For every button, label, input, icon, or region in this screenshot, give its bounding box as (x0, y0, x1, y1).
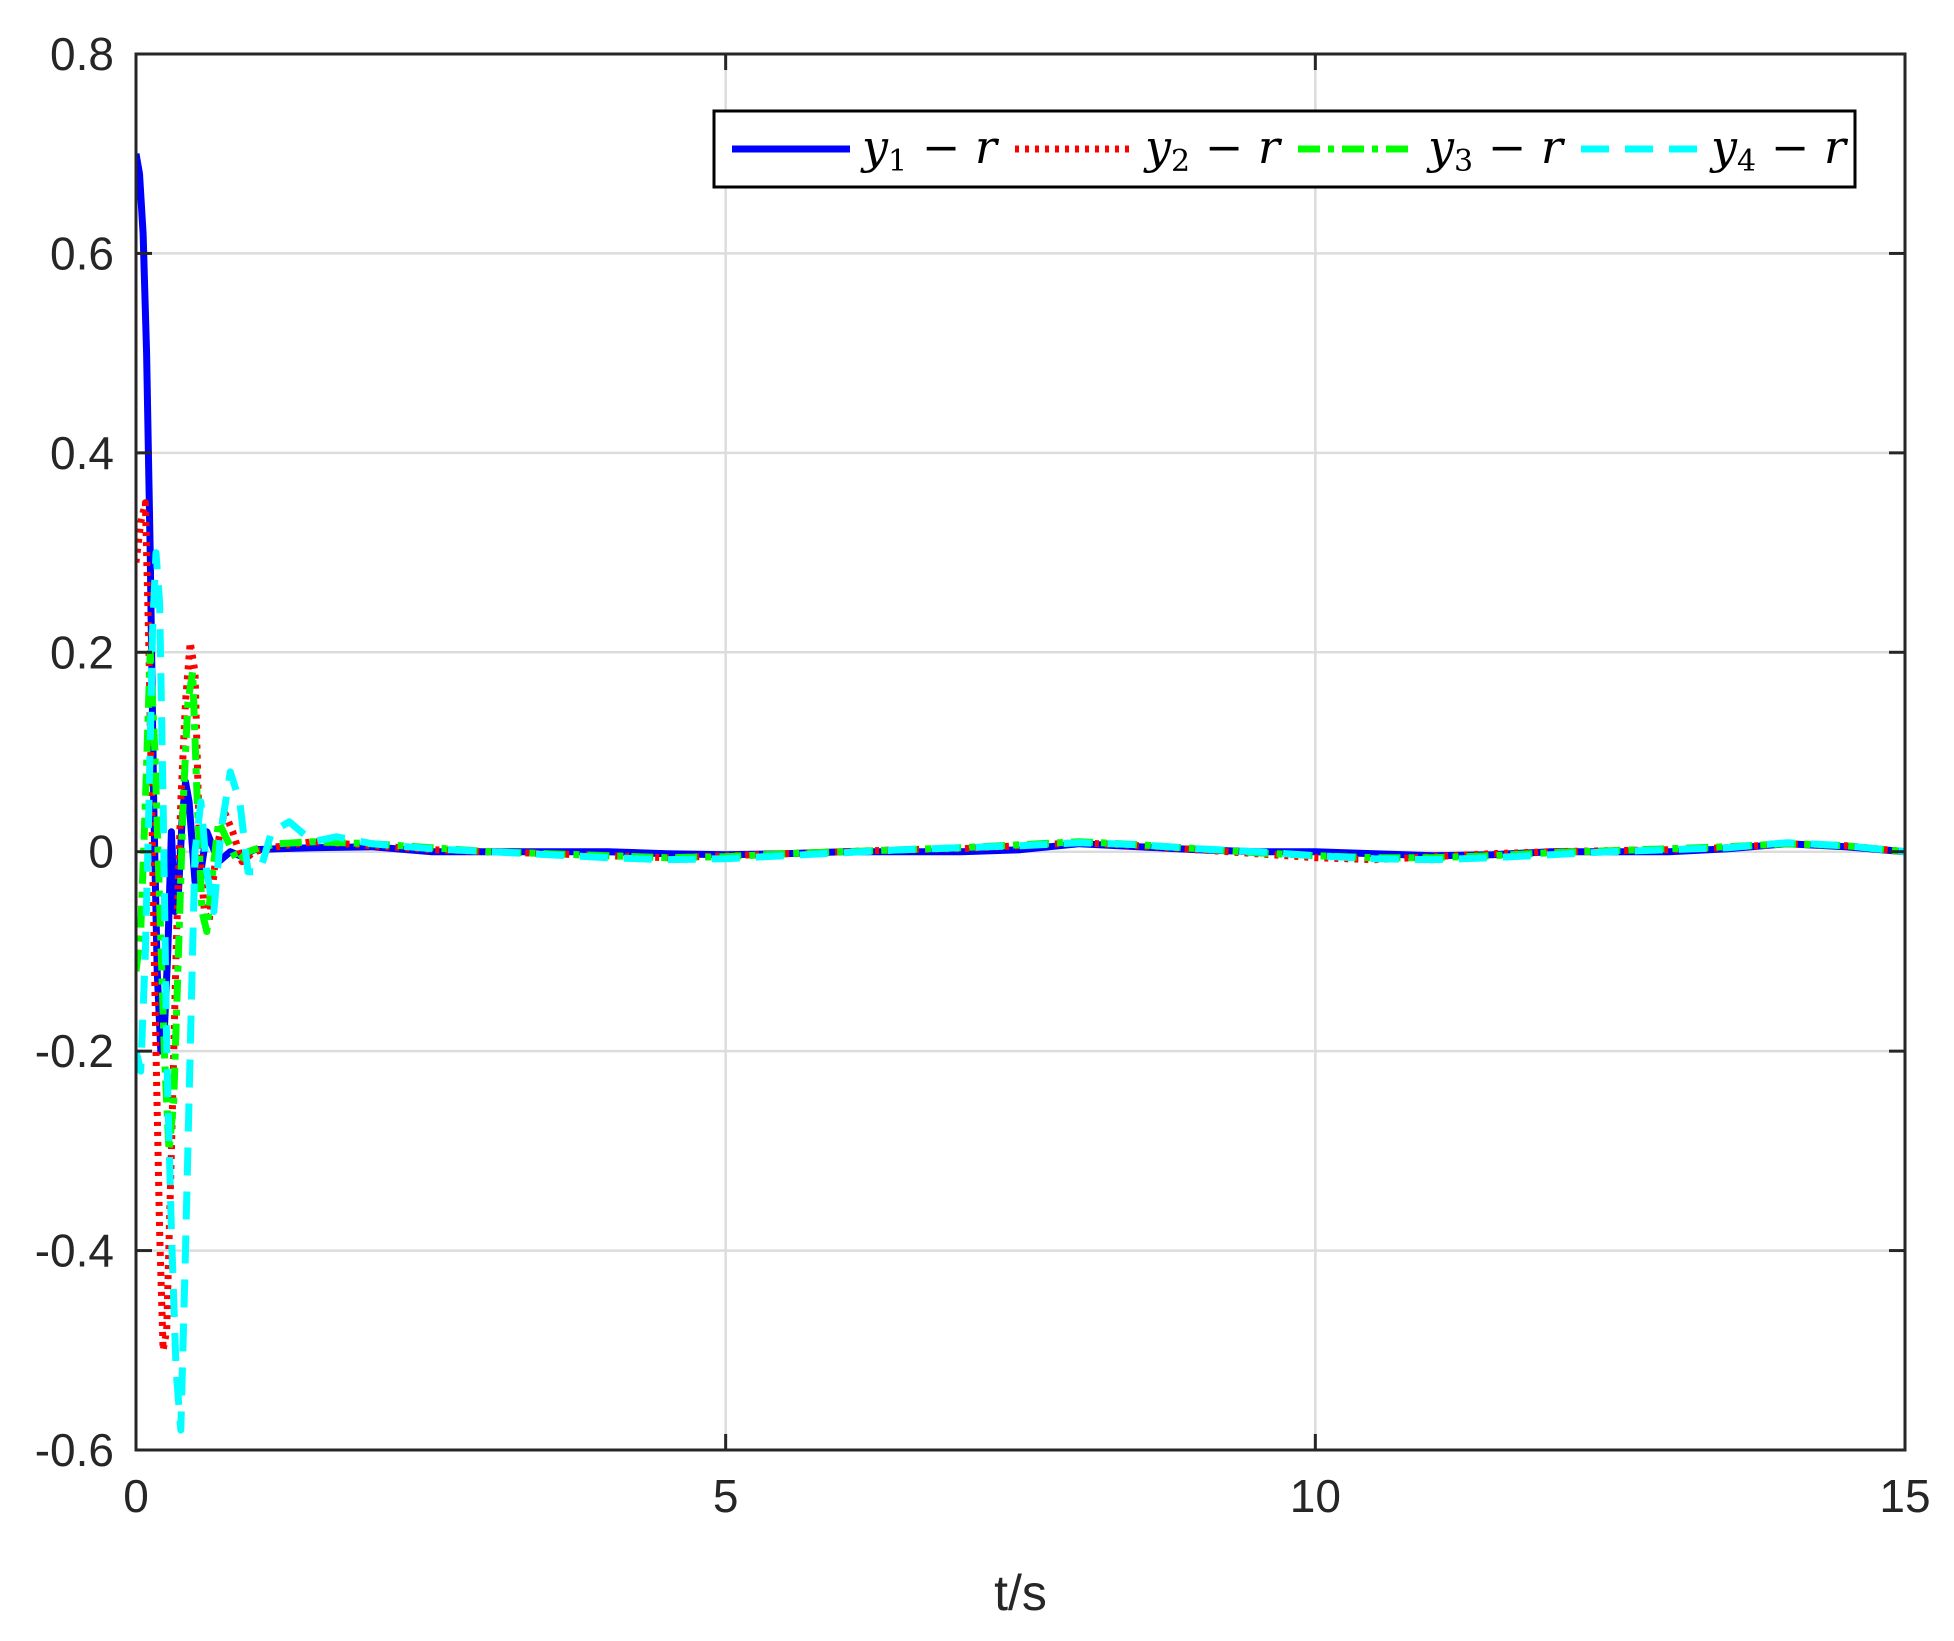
y-tick-label: -0.2 (35, 1025, 114, 1077)
y-tick-label: 0.4 (50, 427, 114, 479)
x-tick-label: 0 (123, 1470, 149, 1522)
x-tick-label: 5 (713, 1470, 739, 1522)
y-tick-label: 0.6 (50, 227, 114, 279)
legend-label-y3: y3 − r (1426, 120, 1566, 179)
legend-label-y2: y2 − r (1143, 120, 1283, 179)
y-tick-label: 0.2 (50, 626, 114, 678)
legend: y1 − r y2 − r y3 − r y4 − r (712, 109, 1857, 189)
x-tick-label: 10 (1290, 1470, 1341, 1522)
plot-area (136, 54, 1905, 1450)
x-tick-label: 15 (1879, 1470, 1930, 1522)
y-tick-label: 0.8 (50, 28, 114, 80)
y-tick-label: -0.4 (35, 1225, 114, 1277)
legend-label-y1: y1 − r (860, 120, 1000, 179)
y-tick-label: -0.6 (35, 1424, 114, 1476)
x-axis-label: t/s (994, 1565, 1047, 1621)
y-tick-label: 0 (88, 826, 114, 878)
axes-box (134, 52, 1907, 1452)
legend-label-y4: y4 − r (1709, 120, 1849, 179)
series-line-y4 (136, 549, 1905, 1434)
legend-box (712, 109, 1857, 189)
